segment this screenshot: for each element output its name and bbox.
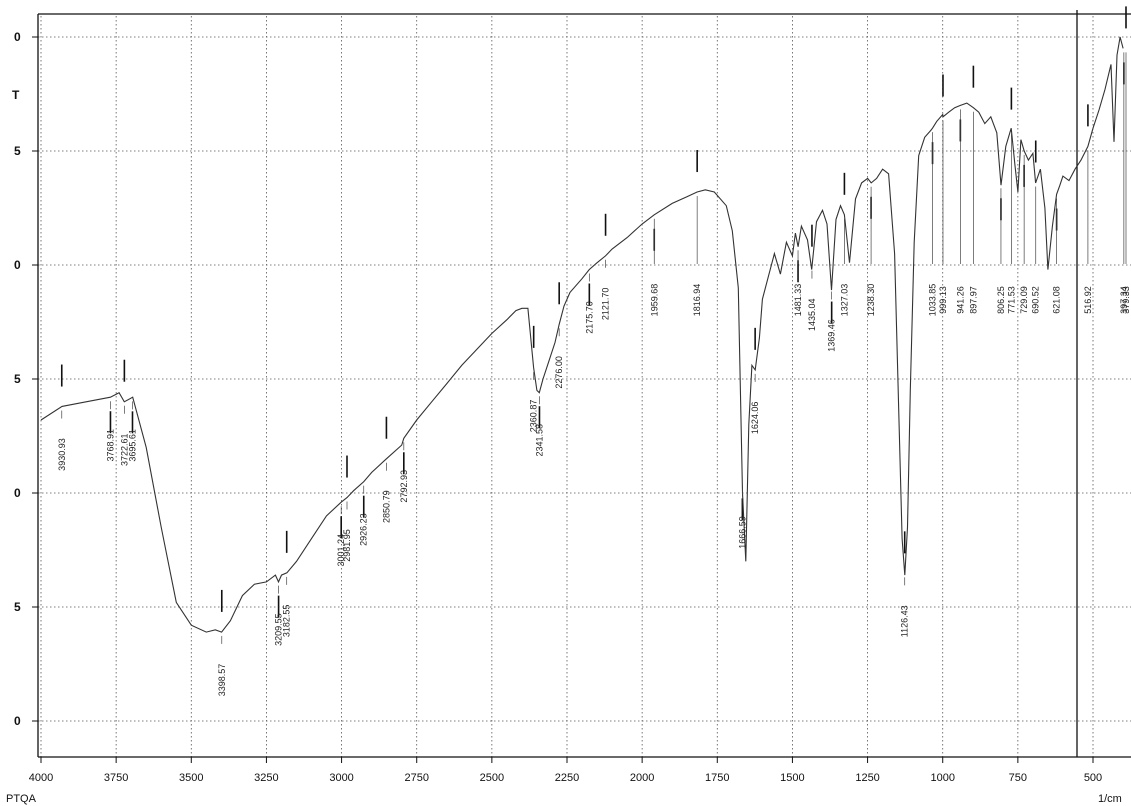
x-tick-label: 1750 xyxy=(705,772,729,784)
peak-label: 2175.70 xyxy=(584,301,594,334)
peak-label: 690.52 xyxy=(1031,286,1041,314)
peak-label: 1327.03 xyxy=(839,284,849,317)
peak-label: 1238.30 xyxy=(866,284,876,317)
peak-label: 1435.04 xyxy=(807,298,817,331)
grid xyxy=(38,16,1131,757)
x-unit-label: 1/cm xyxy=(1098,793,1122,805)
x-tick-label: 2000 xyxy=(630,772,654,784)
peak-label: 2276.00 xyxy=(554,356,564,389)
x-tick-label: 3500 xyxy=(179,772,203,784)
peak-label: 1033.85 xyxy=(928,284,938,317)
x-tick-label: 3750 xyxy=(104,772,128,784)
peak-label: 3695.61 xyxy=(128,429,138,462)
peak-label: 621.08 xyxy=(1052,286,1062,314)
x-tick-label: 1000 xyxy=(930,772,954,784)
peak-label: 1126.43 xyxy=(900,605,910,637)
x-tick-label: 3000 xyxy=(329,772,353,784)
peak-label: 999.13 xyxy=(938,286,948,314)
y-tick-label: 5 xyxy=(14,372,21,386)
peak-label: 2850.79 xyxy=(381,490,391,523)
y-axis-ticks: 0 5 0 5 0 5 0 xyxy=(14,30,38,728)
x-axis-ticks: 4000 3750 3500 3250 3000 2750 2500 2250 2000 1750… xyxy=(29,757,1102,784)
y-tick-label: 0 xyxy=(14,486,21,500)
peak-label: 941.26 xyxy=(955,286,965,314)
x-tick-label: 1500 xyxy=(780,772,804,784)
peak-label: 379.33 xyxy=(1121,286,1131,314)
plot-frame xyxy=(37,10,1131,758)
peak-label: 3182.55 xyxy=(282,605,292,638)
x-tick-label: 2250 xyxy=(555,772,579,784)
y-tick-label: 5 xyxy=(14,144,21,158)
peak-label: 3722.61 xyxy=(119,433,129,466)
peak-label: 2926.23 xyxy=(359,513,369,546)
peak-label: 3209.55 xyxy=(274,613,284,646)
peak-label: 397.34 xyxy=(1119,286,1129,314)
x-tick-label: 2750 xyxy=(404,772,428,784)
y-tick-label: 0 xyxy=(14,714,21,728)
x-tick-label: 4000 xyxy=(29,772,53,784)
y-tick-label: 5 xyxy=(14,600,21,614)
peak-label: 1666.59 xyxy=(737,516,747,549)
sample-label: PTQA xyxy=(6,793,37,805)
peak-label: 1481.33 xyxy=(793,284,803,317)
y-tick-label: 0 xyxy=(14,30,21,44)
peak-label: 771.53 xyxy=(1006,286,1016,314)
peak-label: 897.97 xyxy=(968,286,978,314)
peak-label: 2360.87 xyxy=(529,400,539,433)
x-tick-label: 750 xyxy=(1009,772,1027,784)
x-tick-label: 500 xyxy=(1084,772,1102,784)
peak-label: 1624.06 xyxy=(750,402,760,435)
peak-label: 516.92 xyxy=(1083,286,1093,314)
peak-label: 806.25 xyxy=(996,286,1006,314)
x-tick-label: 2500 xyxy=(480,772,504,784)
peak-label: 3768.91 xyxy=(106,429,116,462)
peak-label: 1959.68 xyxy=(649,284,659,317)
y-axis-letter: T xyxy=(12,88,20,102)
series-line xyxy=(40,36,1124,633)
peak-label: 2341.58 xyxy=(535,424,545,457)
peak-label: 3001.24 xyxy=(336,534,346,567)
x-tick-label: 3250 xyxy=(254,772,278,784)
peak-markers xyxy=(60,6,1127,618)
peak-label: 2981.95 xyxy=(342,529,352,562)
peak-label: 1816.94 xyxy=(692,284,702,317)
peak-label: 2792.93 xyxy=(399,470,409,503)
peak-label: 1369.46 xyxy=(827,319,837,352)
peak-label: 729.09 xyxy=(1019,286,1029,314)
y-tick-label: 0 xyxy=(14,258,21,272)
peak-label: 2121.70 xyxy=(601,288,611,321)
x-tick-label: 1250 xyxy=(855,772,879,784)
peak-label: 3930.93 xyxy=(57,438,67,471)
peak-label: 3398.57 xyxy=(217,664,227,697)
